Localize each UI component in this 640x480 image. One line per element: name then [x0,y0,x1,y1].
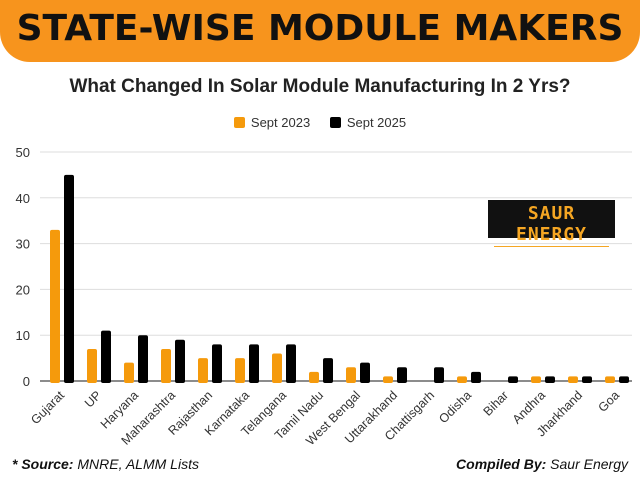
source-label: * Source: [12,456,74,472]
compiled-by-note: Compiled By: Saur Energy [456,456,628,472]
saur-energy-logo: SAUR ENERGY INTERNATIONAL [488,200,615,255]
y-tick-label: 40 [16,191,30,206]
bar-sept-2025 [434,367,444,383]
bar-sept-2023 [50,229,60,383]
bar-sept-2023 [87,348,97,383]
y-tick-label: 30 [16,237,30,252]
bar-sept-2025 [101,330,111,383]
bar-sept-2023 [346,367,356,383]
bar-sept-2023 [457,376,467,383]
bar-sept-2025 [175,339,185,383]
bar-sept-2025 [545,376,555,383]
bar-sept-2023 [272,353,282,383]
compiled-label: Compiled By: [456,456,547,472]
bar-sept-2025 [286,344,296,383]
bar-sept-2025 [138,335,148,383]
bar-sept-2023 [161,348,171,383]
bar-sept-2023 [198,358,208,383]
bar-sept-2023 [605,376,615,383]
bar-sept-2025 [249,344,259,383]
legend-item-2023: Sept 2023 [233,115,311,130]
bar-sept-2025 [360,362,370,383]
bar-sept-2025 [212,344,222,383]
bar-sept-2025 [508,376,518,383]
x-tick-label: Gujarat [28,388,67,427]
bar-sept-2025 [397,367,407,383]
x-tick-label: UP [82,388,104,410]
bar-sept-2023 [309,371,319,383]
banner-title: STATE-WISE MODULE MAKERS [16,8,624,49]
y-tick-label: 10 [16,328,30,343]
x-tick-label: Goa [596,388,623,415]
bar-sept-2025 [619,376,629,383]
compiled-text: Saur Energy [546,456,628,472]
y-tick-label: 50 [16,145,30,160]
x-tick-label: Odisha [436,388,474,426]
bar-sept-2023 [531,376,541,383]
y-tick-label: 20 [16,282,30,297]
title-banner: STATE-WISE MODULE MAKERS [0,0,640,62]
bar-sept-2025 [64,174,74,383]
bar-sept-2023 [235,358,245,383]
legend: Sept 2023 Sept 2025 [0,115,640,131]
bar-sept-2025 [471,371,481,383]
y-tick-label: 0 [23,374,30,389]
chart-title: What Changed In Solar Module Manufacturi… [69,76,571,97]
bar-sept-2025 [582,376,592,383]
legend-swatch-2023 [233,117,245,128]
bar-sept-2023 [383,376,393,383]
bar-sept-2025 [323,358,333,383]
source-note: * Source: MNRE, ALMM Lists [12,456,199,472]
legend-label-2023: Sept 2023 [250,115,311,130]
legend-label-2025: Sept 2025 [346,115,407,130]
x-tick-label: Bihar [481,388,512,419]
bar-sept-2023 [568,376,578,383]
legend-swatch-2025 [329,117,341,128]
legend-item-2025: Sept 2025 [329,115,407,130]
bar-sept-2023 [124,362,134,383]
source-text: MNRE, ALMM Lists [73,456,199,472]
